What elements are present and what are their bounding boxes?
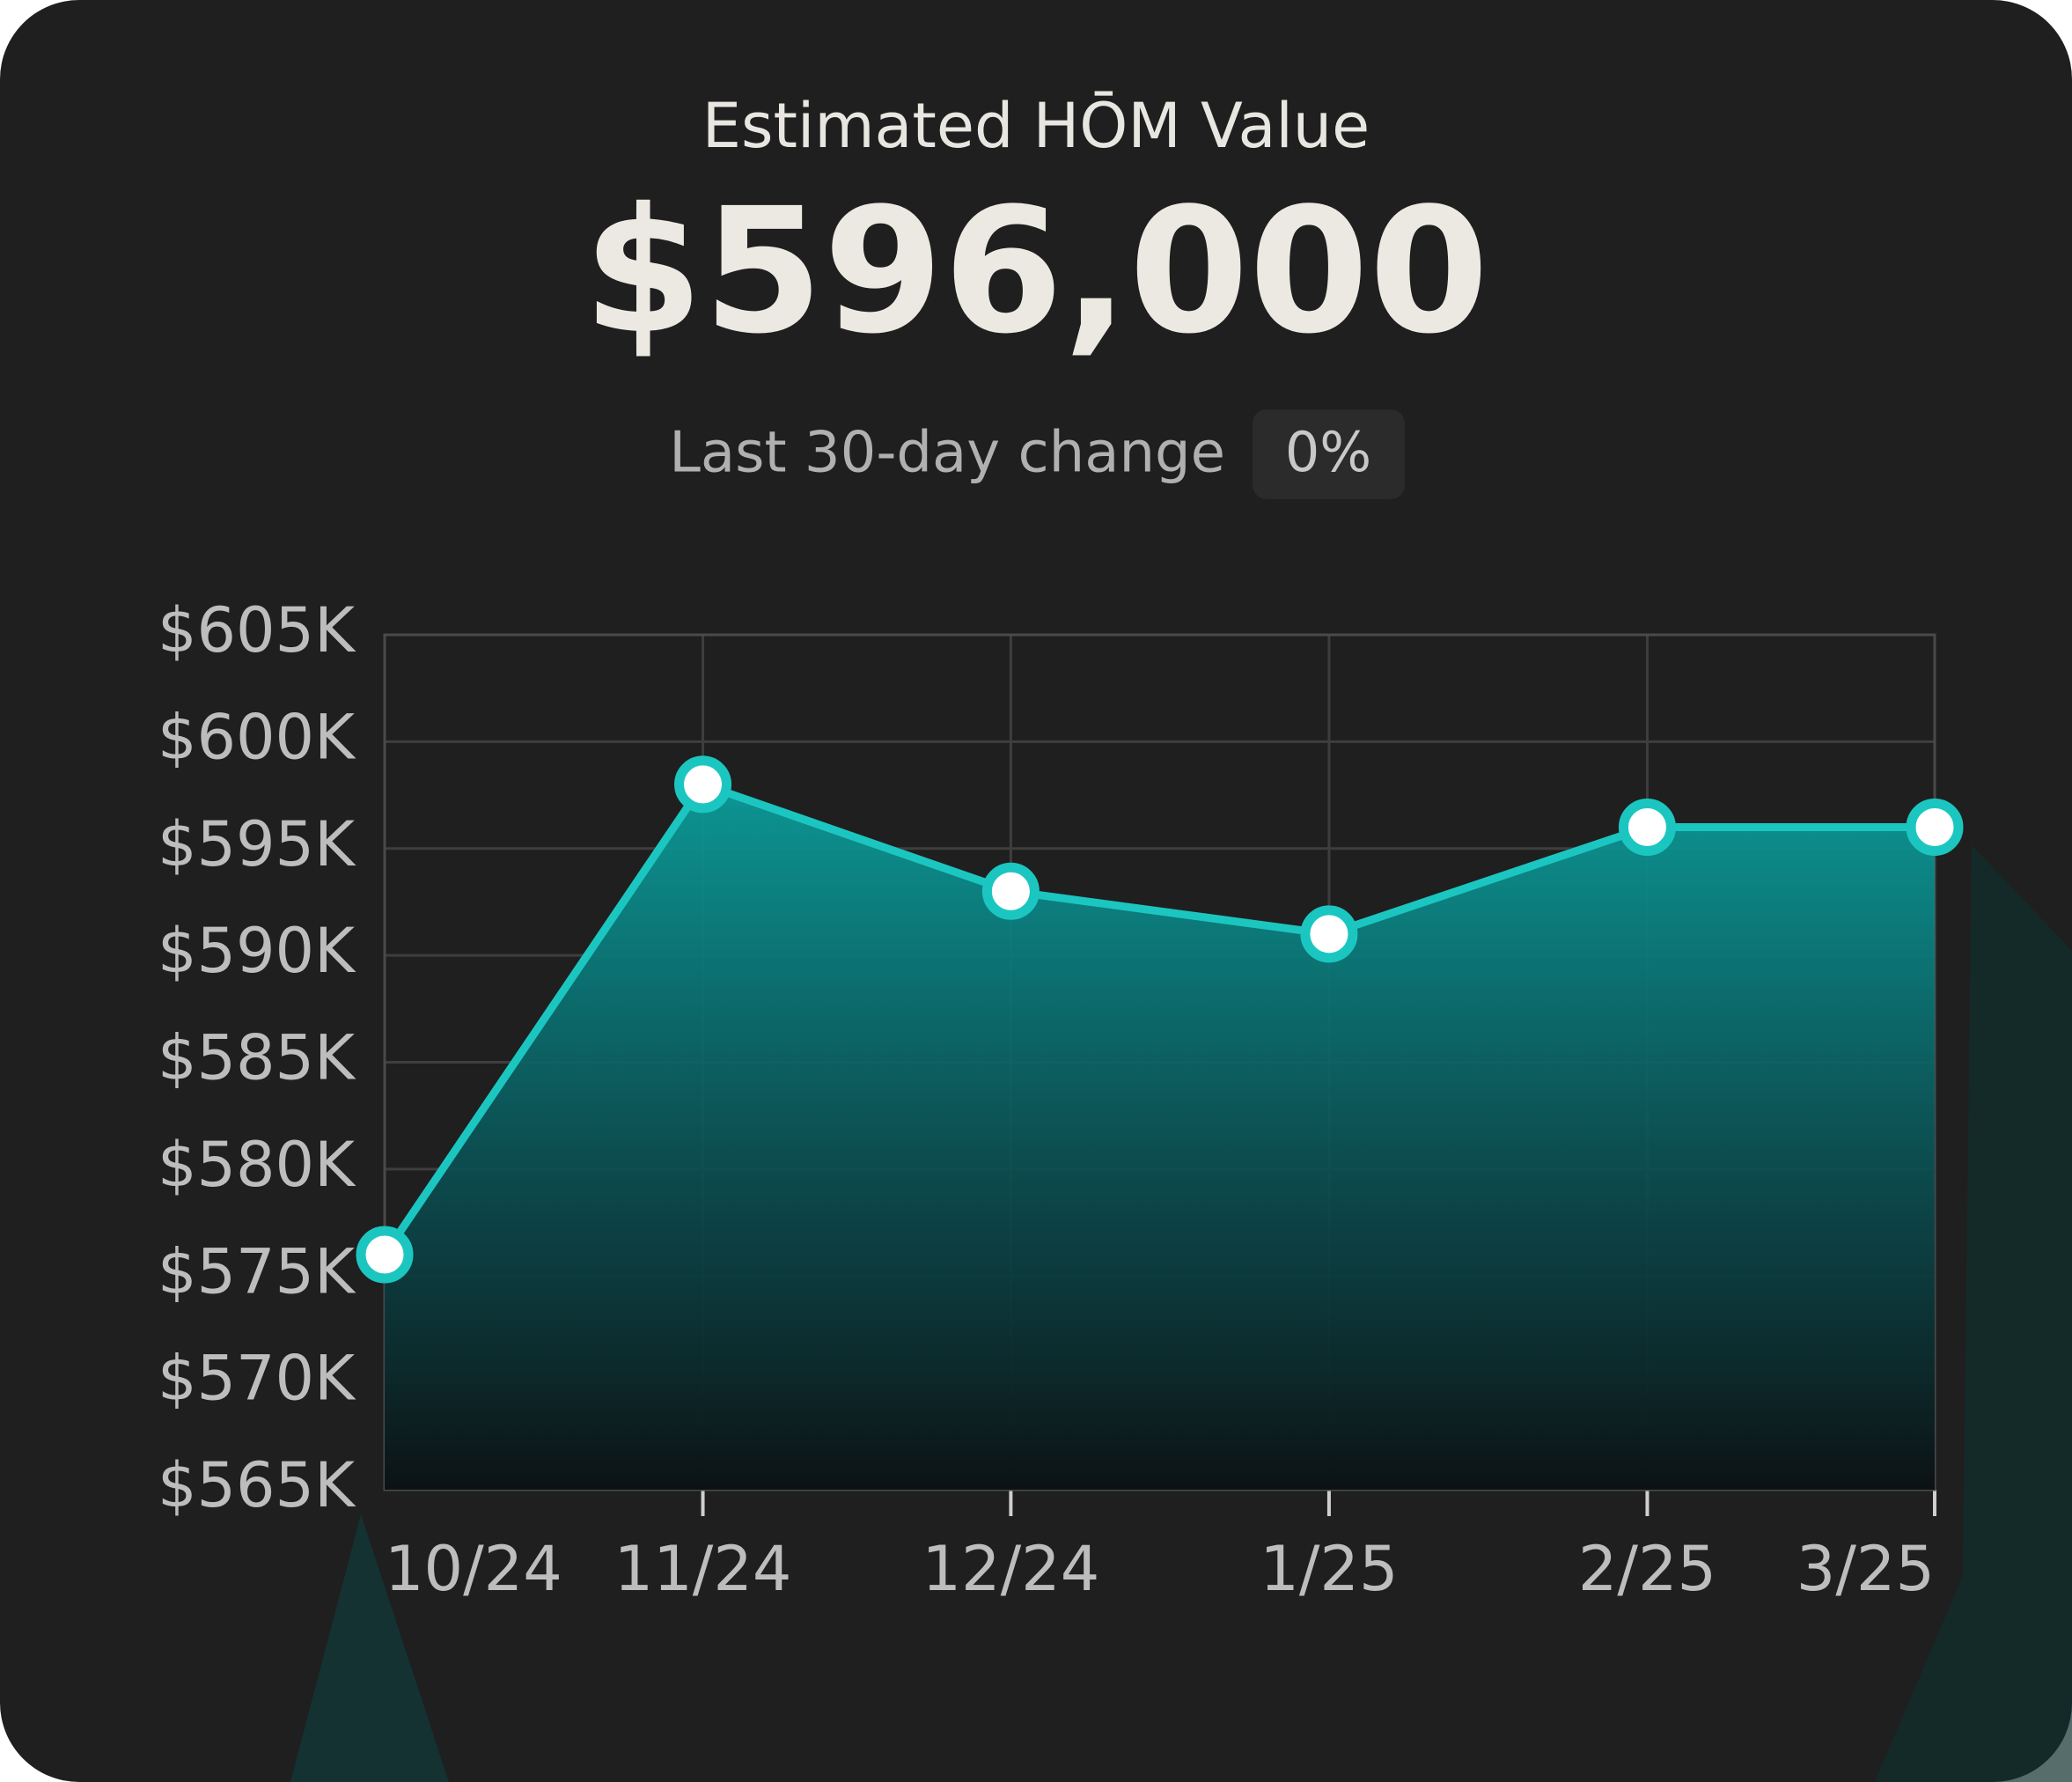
decor (1875, 845, 2072, 1782)
x-tick-label: 3/25 (1796, 1533, 1935, 1605)
y-tick-label: $565K (158, 1449, 356, 1521)
change-value: 0% (1285, 420, 1371, 484)
y-tick-label: $605K (158, 594, 356, 666)
title: Estimated HŌM Value (702, 90, 1370, 162)
point (1618, 798, 1676, 856)
y-tick-label: $575K (158, 1235, 356, 1307)
area (385, 784, 1935, 1490)
change-badge (1253, 409, 1405, 499)
y-tick-label: $595K (158, 808, 356, 880)
line (381, 780, 1935, 1257)
value: $596,000 (583, 172, 1488, 372)
x-tick-label: 2/25 (1578, 1533, 1716, 1605)
change-label: Last 30-day change (669, 421, 1225, 486)
point (981, 862, 1040, 920)
point (356, 1226, 414, 1284)
decor (290, 1514, 449, 1782)
y-tick-label: $585K (158, 1022, 356, 1094)
y-tick-label: $590K (158, 915, 356, 987)
y-tick-label: $600K (158, 701, 356, 773)
x-tick-label: 10/24 (385, 1533, 562, 1605)
plot: $565K $570K $575K $580K $585K $590K $595K $600K… (158, 594, 1964, 1605)
x-tick-label: 12/24 (922, 1533, 1100, 1605)
point (1906, 798, 1964, 856)
point (674, 755, 732, 814)
x-tick-label: 1/25 (1260, 1533, 1398, 1605)
x-tick-label: 11/24 (614, 1533, 792, 1605)
y-tick-label: $570K (158, 1343, 356, 1415)
y-tick-label: $580K (158, 1129, 356, 1201)
point (1300, 905, 1358, 963)
